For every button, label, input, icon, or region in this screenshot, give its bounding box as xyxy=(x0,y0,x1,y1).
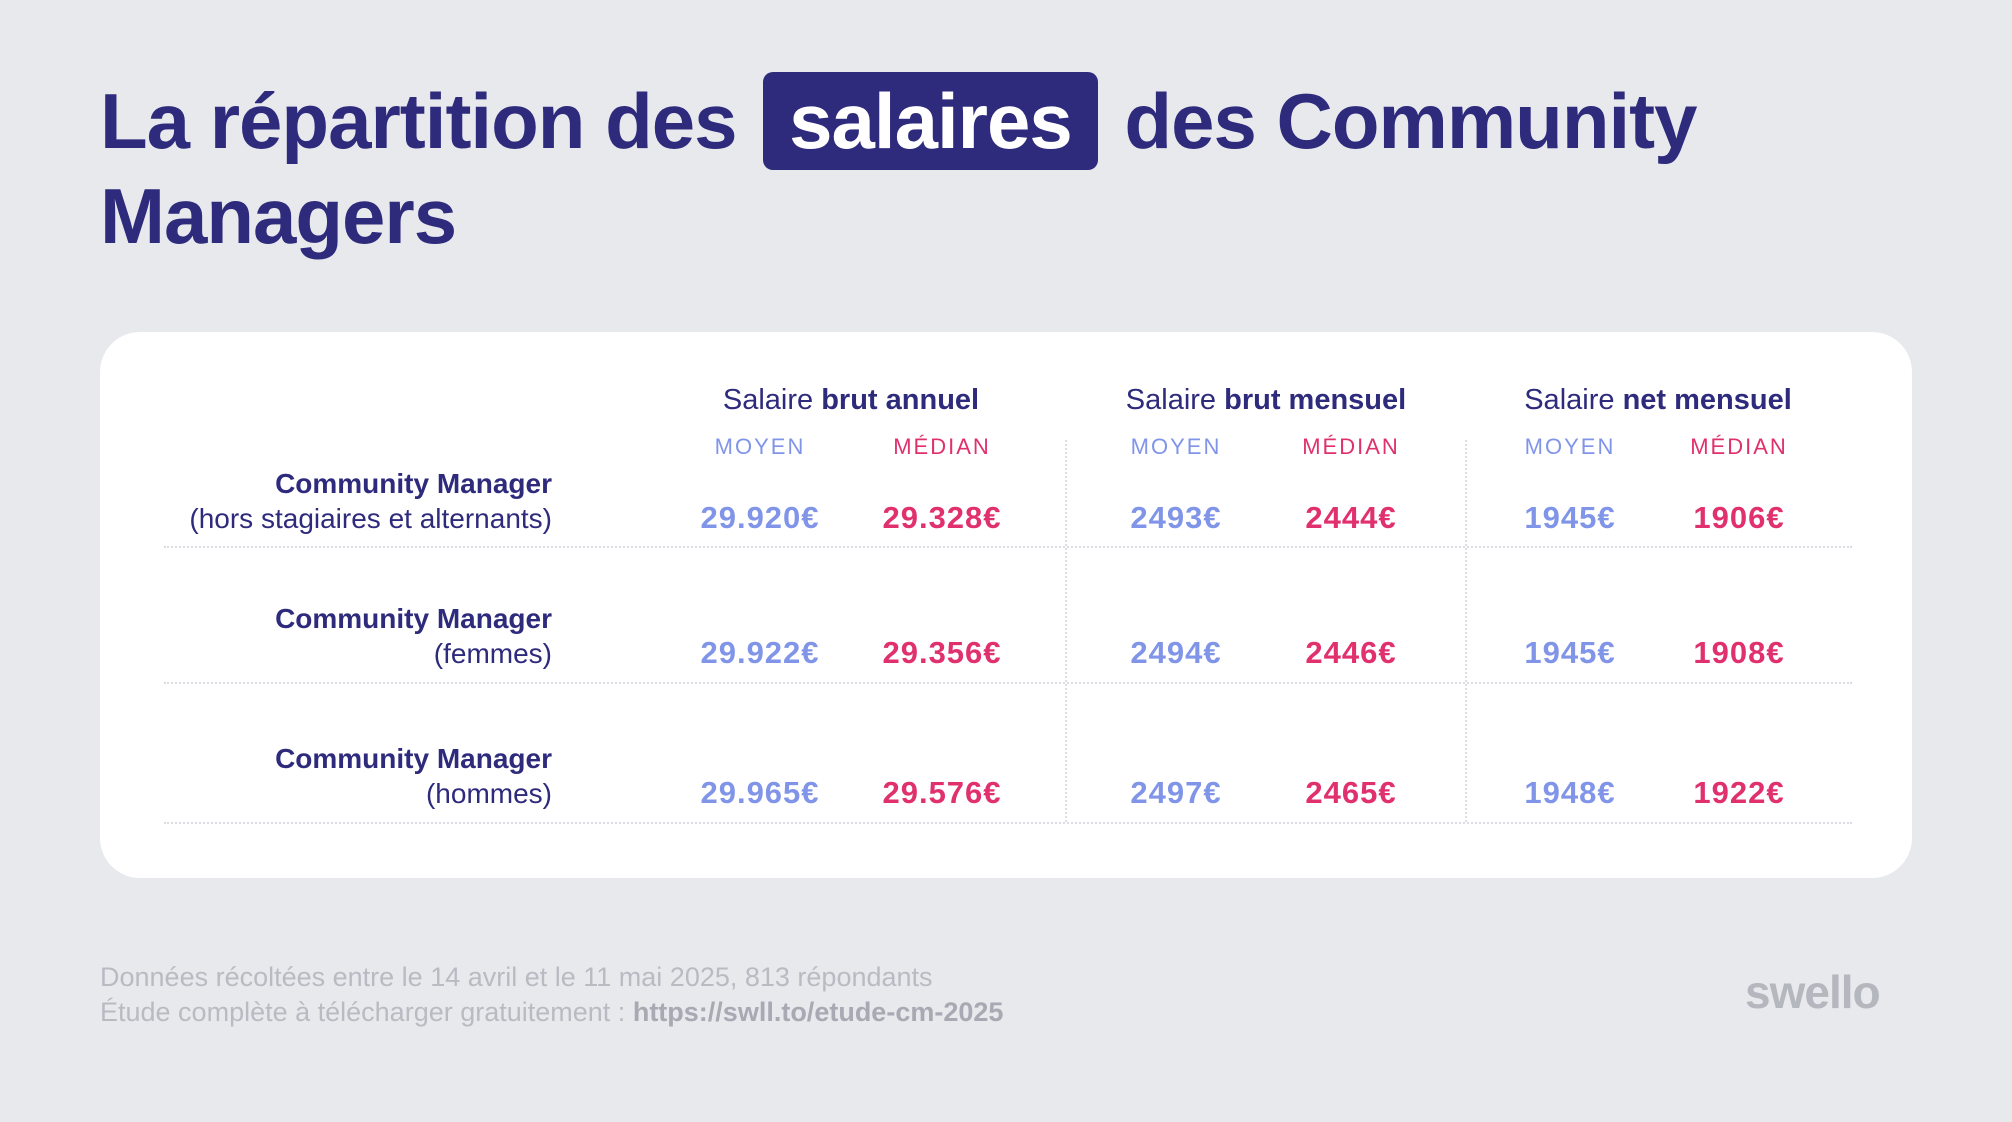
title-before: La répartition des xyxy=(100,77,737,165)
row-label: Community Manager (femmes) xyxy=(140,601,552,671)
column-header-net-mensuel: Salaire net mensuel xyxy=(1458,384,1858,417)
column-header-bold: brut annuel xyxy=(821,384,980,416)
subheader-median: MÉDIAN xyxy=(1302,434,1400,459)
column-header-prefix: Salaire xyxy=(1125,384,1217,416)
column-header-bold: brut mensuel xyxy=(1224,384,1407,416)
column-divider xyxy=(1465,440,1467,822)
row-divider xyxy=(164,682,1852,684)
value-brut-annuel-moyen: 29.922€ xyxy=(700,635,820,670)
value-brut-annuel-moyen: 29.920€ xyxy=(700,500,820,535)
value-brut-mensuel-moyen: 2497€ xyxy=(1130,775,1222,810)
column-header-brut-mensuel: Salaire brut mensuel xyxy=(1066,384,1466,417)
footer-line2-prefix: Étude complète à télécharger gratuitemen… xyxy=(100,997,626,1027)
row-label: Community Manager (hors stagiaires et al… xyxy=(140,466,552,536)
subheader-median: MÉDIAN xyxy=(893,434,991,459)
subheader-moyen: MOYEN xyxy=(1130,434,1222,459)
row-label-title: Community Manager xyxy=(275,743,552,774)
value-net-mensuel-moyen: 1945€ xyxy=(1524,635,1616,670)
value-brut-annuel-median: 29.328€ xyxy=(882,500,1002,535)
footer-line1: Données récoltées entre le 14 avril et l… xyxy=(100,962,933,992)
row-label-title: Community Manager xyxy=(275,603,552,634)
subheader-moyen: MOYEN xyxy=(1524,434,1616,459)
value-net-mensuel-moyen: 1948€ xyxy=(1524,775,1616,810)
salary-table-card xyxy=(100,332,1912,878)
subheader-moyen: MOYEN xyxy=(714,434,806,459)
row-divider xyxy=(164,822,1852,824)
value-brut-annuel-median: 29.576€ xyxy=(882,775,1002,810)
study-link[interactable]: https://swll.to/etude-cm-2025 xyxy=(632,997,1004,1027)
row-label-title: Community Manager xyxy=(275,468,552,499)
title-after: des Community xyxy=(1124,77,1697,165)
value-net-mensuel-median: 1922€ xyxy=(1693,775,1785,810)
value-net-mensuel-moyen: 1945€ xyxy=(1524,500,1616,535)
value-net-mensuel-median: 1906€ xyxy=(1693,500,1785,535)
value-brut-mensuel-moyen: 2494€ xyxy=(1130,635,1222,670)
value-brut-annuel-median: 29.356€ xyxy=(882,635,1002,670)
value-brut-mensuel-median: 2444€ xyxy=(1305,500,1397,535)
column-header-bold: net mensuel xyxy=(1622,384,1792,416)
value-net-mensuel-median: 1908€ xyxy=(1693,635,1785,670)
swello-logo: swello xyxy=(1745,966,1881,1018)
row-label-subtitle: (hommes) xyxy=(425,778,552,809)
column-header-brut-annuel: Salaire brut annuel xyxy=(651,384,1051,417)
subheader-median: MÉDIAN xyxy=(1690,434,1788,459)
column-divider xyxy=(1065,440,1067,822)
value-brut-mensuel-median: 2465€ xyxy=(1305,775,1397,810)
column-header-prefix: Salaire xyxy=(722,384,814,416)
value-brut-annuel-moyen: 29.965€ xyxy=(700,775,820,810)
row-divider xyxy=(164,546,1852,548)
value-brut-mensuel-median: 2446€ xyxy=(1305,635,1397,670)
footer-note: Données récoltées entre le 14 avril et l… xyxy=(100,960,1003,1030)
column-header-prefix: Salaire xyxy=(1524,384,1615,416)
page-title: La répartition des salaires des Communit… xyxy=(100,72,1900,262)
row-label-subtitle: (hors stagiaires et alternants) xyxy=(189,503,552,534)
value-brut-mensuel-moyen: 2493€ xyxy=(1130,500,1222,535)
row-label-subtitle: (femmes) xyxy=(433,638,552,669)
row-label: Community Manager (hommes) xyxy=(140,741,552,811)
footer-line2: Étude complète à télécharger gratuitemen… xyxy=(100,995,1003,1030)
title-highlight: salaires xyxy=(763,72,1098,170)
title-line2: Managers xyxy=(100,172,457,260)
